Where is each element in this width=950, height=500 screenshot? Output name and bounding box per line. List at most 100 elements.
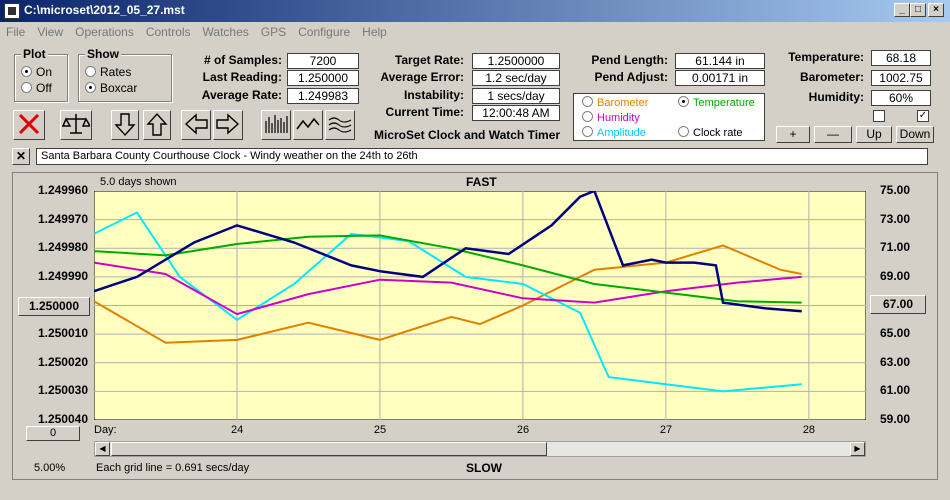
right-tick-label: 59.00 — [879, 412, 910, 426]
clear-notes-button[interactable]: ✕ — [12, 148, 30, 165]
radio-icon — [678, 126, 689, 137]
show-boxcar-radio[interactable]: Boxcar — [85, 81, 137, 95]
app-icon — [4, 3, 20, 19]
right-tick-label: 69.00 — [879, 268, 910, 283]
barometer-field: 1002.75 — [871, 70, 931, 86]
menu-operations[interactable]: Operations — [75, 25, 134, 39]
menu-view[interactable]: View — [37, 25, 64, 39]
radio-icon — [21, 66, 32, 77]
right-tick-label: 65.00 — [879, 326, 910, 341]
pend-length-label: Pend Length: — [591, 53, 668, 67]
arrow-down-icon — [114, 113, 136, 137]
series-humidity-label: Humidity — [597, 112, 640, 124]
arrow-down-button[interactable] — [111, 110, 139, 140]
menu-file[interactable]: File — [6, 25, 26, 39]
radio-icon — [678, 96, 689, 107]
series-temperature-label: Temperature — [693, 97, 755, 109]
plot-on-label: On — [36, 65, 53, 79]
series-line-amplitude — [94, 211, 802, 393]
samples-field: 7200 — [287, 53, 359, 69]
barometer-label: Barometer: — [799, 70, 864, 84]
minus-button[interactable]: — — [814, 126, 852, 143]
plot-group-label: Plot — [21, 47, 48, 61]
title-bar: C:\microset\2012_05_27.mst _ □ × — [0, 0, 950, 22]
bar-view-button[interactable] — [261, 110, 291, 140]
plot-off-radio[interactable]: Off — [21, 81, 52, 95]
down-button[interactable]: Down — [896, 126, 934, 143]
instability-field: 1 secs/day — [472, 88, 560, 104]
radio-icon — [582, 111, 593, 122]
multi-line-view-button[interactable] — [325, 110, 355, 140]
series-humidity-radio[interactable]: Humidity — [582, 111, 640, 124]
last-reading-field: 1.250000 — [287, 70, 359, 86]
series-barometer-radio[interactable]: Barometer — [582, 96, 648, 109]
right-tick-label: 63.00 — [879, 354, 910, 369]
stop-button[interactable] — [13, 110, 45, 140]
scroll-left-button[interactable]: ◀ — [95, 442, 110, 456]
show-rates-radio[interactable]: Rates — [85, 65, 131, 79]
calibrate-button[interactable] — [60, 110, 92, 140]
show-boxcar-label: Boxcar — [100, 81, 138, 95]
fast-label: FAST — [466, 175, 497, 189]
slow-label: SLOW — [466, 461, 502, 475]
series-temperature-radio[interactable]: Temperature — [678, 96, 755, 109]
line-view-button[interactable] — [293, 110, 323, 140]
current-time-label: Current Time: — [385, 105, 464, 119]
center-rate-button[interactable]: 1.250000 — [18, 297, 90, 316]
window-title: C:\microset\2012_05_27.mst — [24, 3, 185, 17]
show-rates-label: Rates — [100, 65, 132, 79]
left-tick-label: 1.250030 — [37, 383, 88, 398]
menu-controls[interactable]: Controls — [145, 25, 191, 39]
left-tick-label: 1.250020 — [37, 354, 88, 369]
plot-off-label: Off — [36, 81, 52, 95]
checkbox-1[interactable] — [873, 110, 885, 122]
show-group-label: Show — [85, 47, 121, 61]
series-clockrate-radio[interactable]: Clock rate — [678, 126, 743, 139]
plot-on-radio[interactable]: On — [21, 65, 52, 79]
temperature-label: Temperature: — [788, 50, 864, 64]
checkbox-2[interactable]: ✓ — [917, 110, 929, 122]
plus-button[interactable]: + — [776, 126, 810, 143]
series-clockrate-label: Clock rate — [693, 127, 743, 139]
humidity-label: Humidity: — [808, 90, 864, 104]
arrow-left-button[interactable] — [181, 110, 211, 140]
menu-watches[interactable]: Watches — [202, 25, 249, 39]
arrow-up-button[interactable] — [143, 110, 171, 140]
menu-configure[interactable]: Configure — [298, 25, 351, 39]
scroll-thumb[interactable] — [111, 442, 547, 456]
close-window-button[interactable]: × — [928, 3, 944, 17]
bar-graph-icon — [265, 115, 288, 133]
series-line-barometer — [94, 244, 802, 344]
pend-length-field[interactable]: 61.144 in — [675, 53, 765, 69]
scroll-right-button[interactable]: ▶ — [850, 442, 865, 456]
arrow-right-button[interactable] — [213, 110, 243, 140]
series-line-clock-rate — [94, 191, 802, 313]
series-amplitude-radio[interactable]: Amplitude — [582, 126, 646, 139]
radio-icon — [582, 96, 593, 107]
menu-gps[interactable]: GPS — [260, 25, 287, 39]
notes-field[interactable]: Santa Barbara County Courthouse Clock - … — [36, 148, 928, 165]
humidity-field: 60% — [871, 90, 931, 106]
minimize-button[interactable]: _ — [894, 3, 910, 17]
center-env-button[interactable]: 67.00 — [870, 295, 926, 314]
time-scrollbar[interactable]: ◀ ▶ — [94, 441, 866, 457]
series-line-humidity — [94, 261, 802, 316]
left-tick-label: 1.249990 — [37, 268, 88, 283]
up-button[interactable]: Up — [856, 126, 892, 143]
close-icon: ✕ — [15, 149, 27, 163]
target-rate-field[interactable]: 1.2500000 — [472, 53, 560, 69]
right-tick-label: 71.00 — [879, 240, 910, 255]
zero-button[interactable]: 0 — [26, 426, 80, 441]
samples-label: # of Samples: — [203, 53, 282, 67]
plot-area[interactable] — [94, 191, 866, 420]
right-tick-label: 75.00 — [879, 183, 910, 197]
maximize-button[interactable]: □ — [910, 3, 926, 17]
pend-adjust-field: 0.00171 in — [675, 70, 765, 86]
app-name: MicroSet Clock and Watch Timer — [374, 128, 561, 142]
percent-label: 5.00% — [34, 462, 66, 474]
show-group: Show Rates Boxcar — [78, 47, 172, 102]
radio-icon — [21, 82, 32, 93]
arrow-up-icon — [146, 112, 168, 136]
menu-help[interactable]: Help — [362, 25, 387, 39]
last-reading-label: Last Reading: — [202, 70, 282, 84]
